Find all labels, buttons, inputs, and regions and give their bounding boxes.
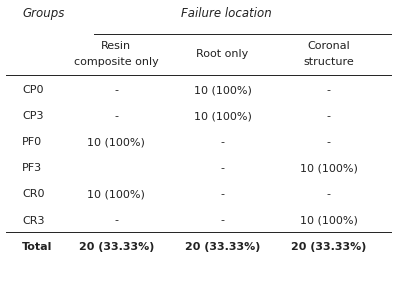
Text: 10 (100%): 10 (100%): [194, 111, 251, 121]
Text: 20 (33.33%): 20 (33.33%): [185, 242, 260, 252]
Text: Root only: Root only: [196, 49, 249, 59]
Text: CR3: CR3: [22, 215, 45, 226]
Text: composite only: composite only: [74, 57, 159, 67]
Text: PF0: PF0: [22, 137, 42, 147]
Text: CP3: CP3: [22, 111, 44, 121]
Text: -: -: [327, 137, 331, 147]
Text: PF3: PF3: [22, 163, 42, 173]
Text: 20 (33.33%): 20 (33.33%): [291, 242, 367, 252]
Text: 10 (100%): 10 (100%): [194, 85, 251, 95]
Text: Resin: Resin: [101, 41, 132, 51]
Text: -: -: [221, 137, 225, 147]
Text: CP0: CP0: [22, 85, 44, 95]
Text: Groups: Groups: [22, 7, 65, 20]
Text: 10 (100%): 10 (100%): [300, 163, 358, 173]
Text: -: -: [221, 215, 225, 226]
Text: Failure location: Failure location: [181, 7, 272, 20]
Text: CR0: CR0: [22, 189, 45, 200]
Text: -: -: [327, 111, 331, 121]
Text: 10 (100%): 10 (100%): [87, 137, 145, 147]
Text: 10 (100%): 10 (100%): [300, 215, 358, 226]
Text: -: -: [114, 111, 118, 121]
Text: -: -: [221, 163, 225, 173]
Text: structure: structure: [304, 57, 354, 67]
Text: -: -: [221, 189, 225, 200]
Text: Coronal: Coronal: [308, 41, 350, 51]
Text: -: -: [114, 85, 118, 95]
Text: 20 (33.33%): 20 (33.33%): [79, 242, 154, 252]
Text: Total: Total: [22, 242, 53, 252]
Text: 10 (100%): 10 (100%): [87, 189, 145, 200]
Text: -: -: [114, 215, 118, 226]
Text: -: -: [327, 189, 331, 200]
Text: -: -: [327, 85, 331, 95]
